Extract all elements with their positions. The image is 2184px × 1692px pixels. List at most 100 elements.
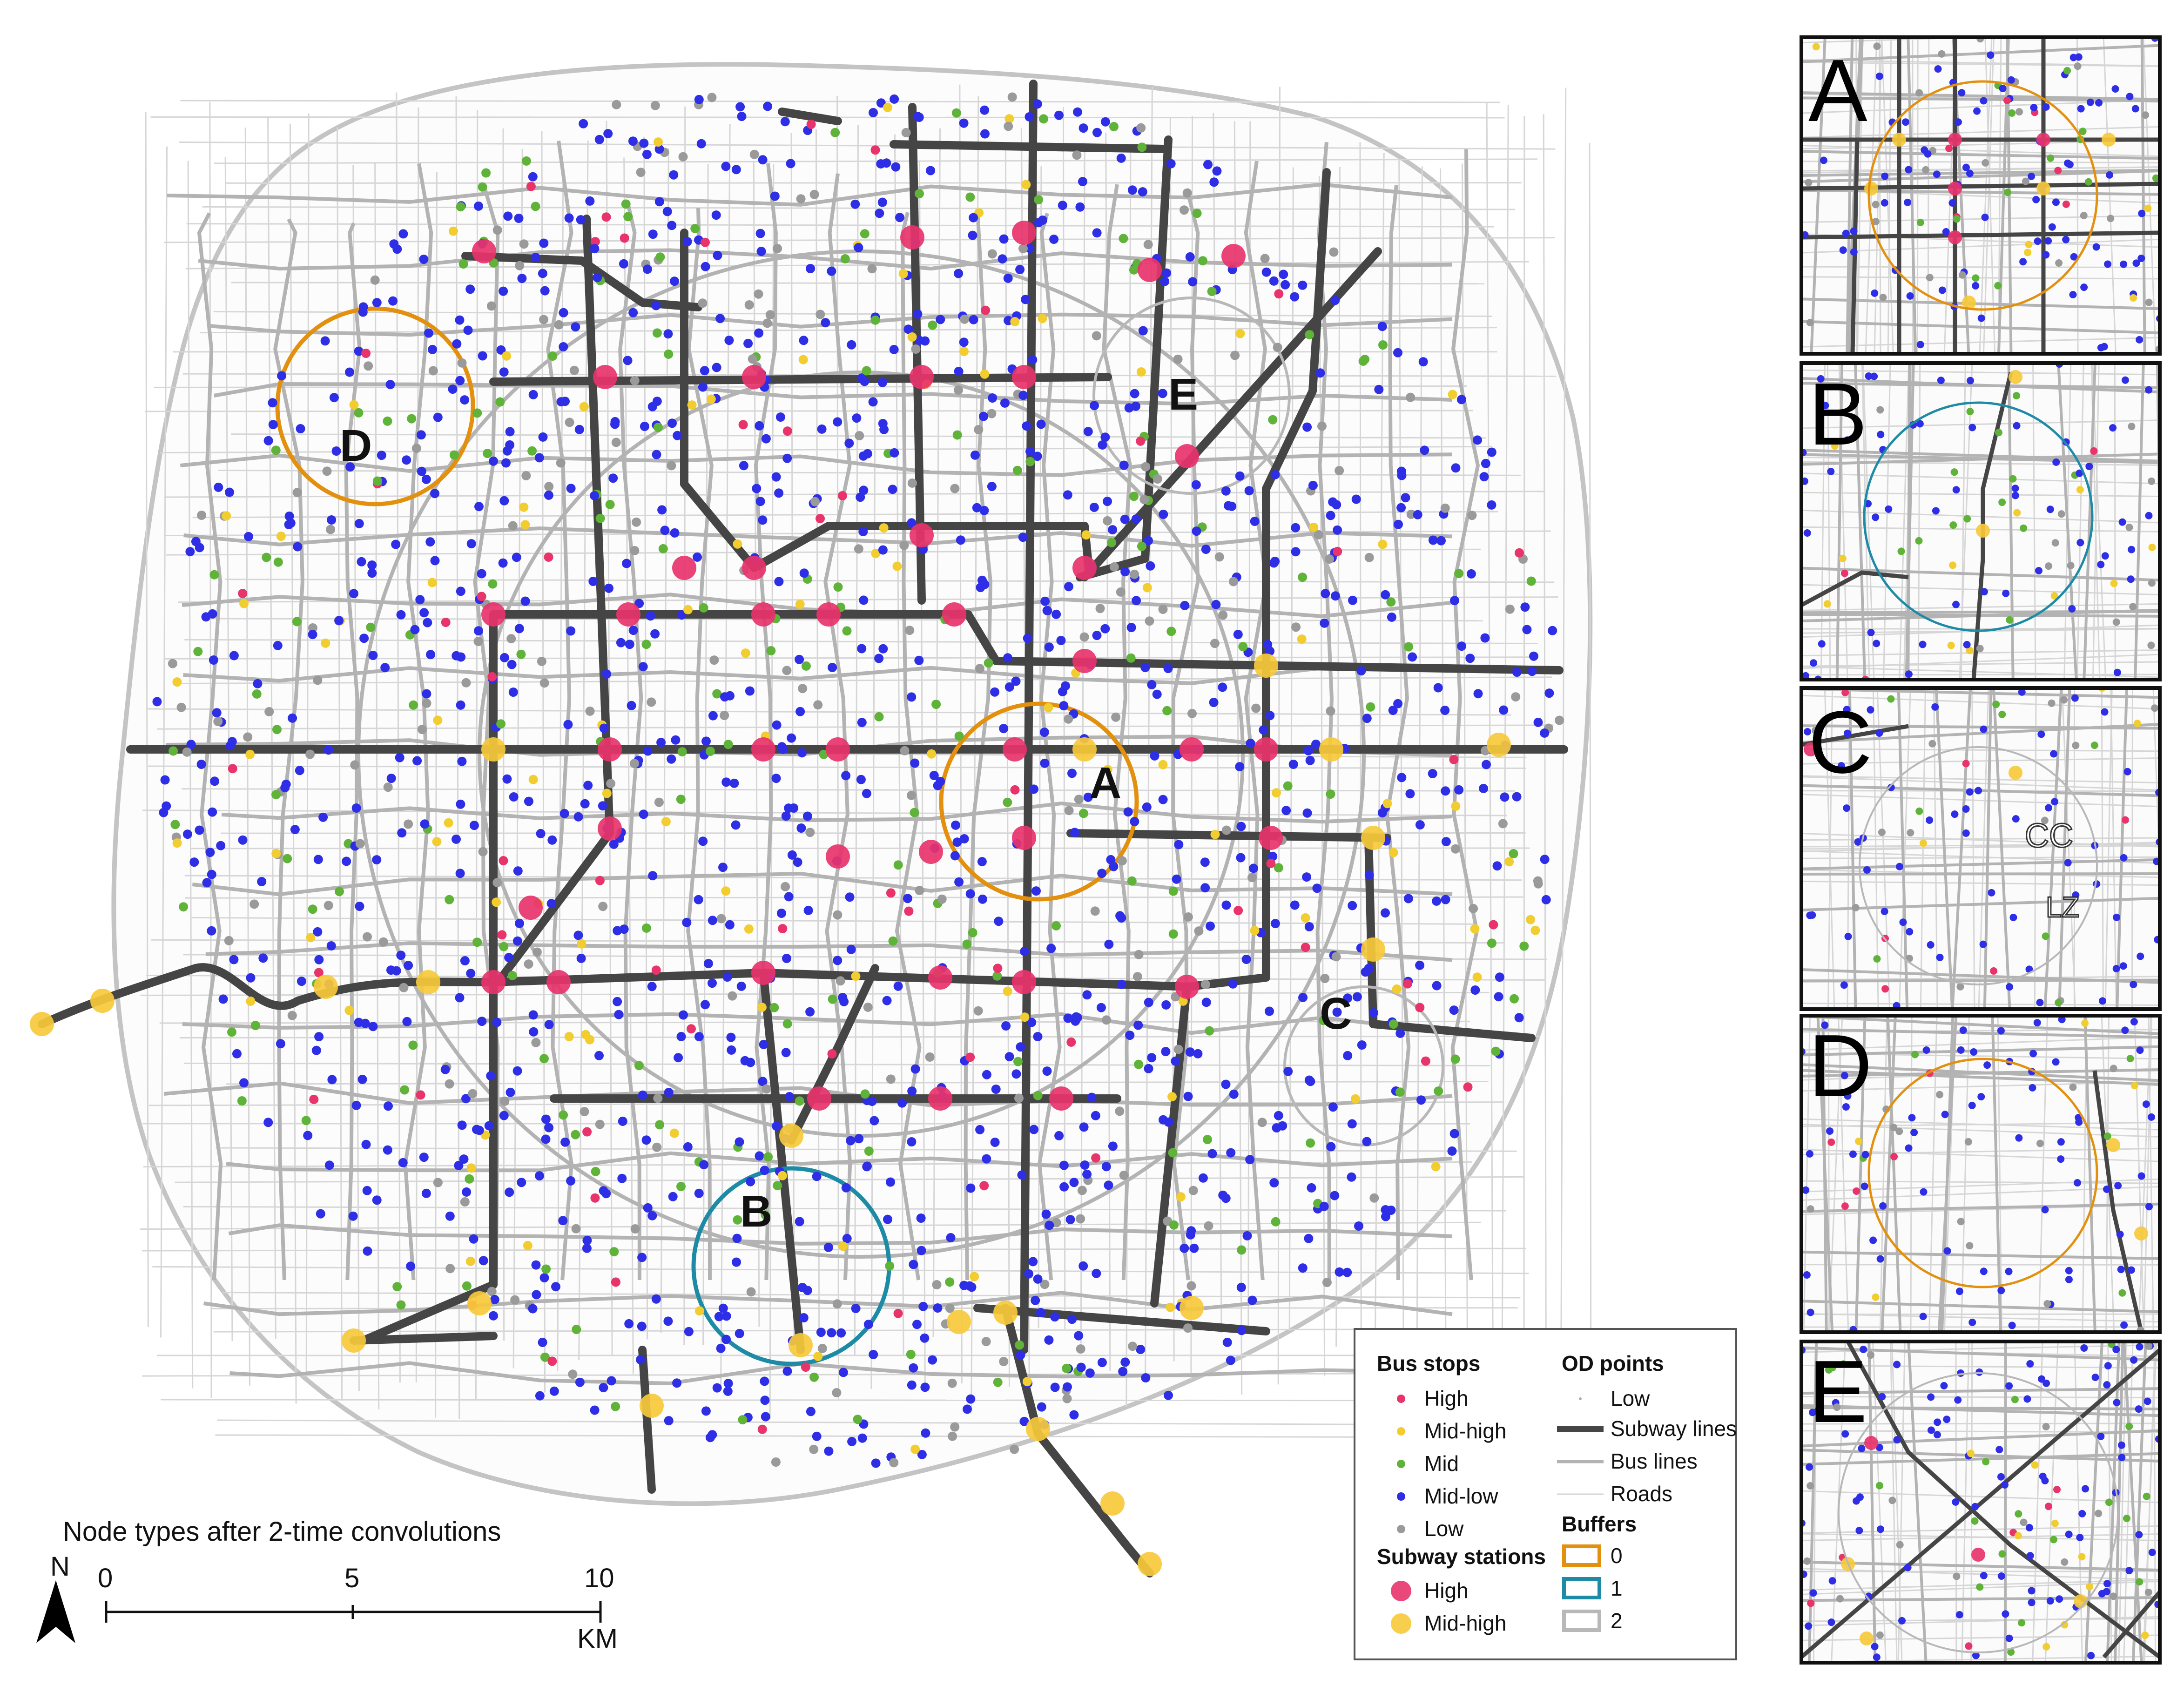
bus-stop [579,119,588,128]
bus-stop [528,172,538,182]
bus-stop [1326,706,1335,716]
subway-station-high [481,970,506,994]
bus-line [1801,1068,2160,1078]
bus-stop [1840,981,1848,989]
bus-stop [585,706,595,716]
bus-stop [520,596,530,606]
bus-stop [1147,1053,1157,1063]
bus-stop [868,397,878,407]
road [2038,1016,2048,1332]
bus-stop [2129,603,2137,611]
bus-stop [987,249,997,259]
bus-stop [314,1032,324,1042]
bus-stop [2145,1203,2153,1211]
bus-line [1801,44,2160,63]
inset-letter-b: B [1808,365,1867,464]
bus-stop [937,894,947,904]
bus-stop [745,686,755,696]
bus-stop [661,817,671,827]
bus-stop [1308,480,1318,490]
bus-stop [252,689,262,699]
bus-stop [1131,401,1140,411]
subway-station-high [826,844,850,869]
bus-stop [698,836,708,846]
bus-stop [1916,341,1924,349]
road [1982,37,1995,354]
bus-stop [782,954,791,963]
bus-stop [889,1458,899,1468]
bus-stop [501,458,511,468]
bus-stop [757,1424,767,1434]
bus-stop [1872,217,1880,225]
bus-stop [2138,209,2146,217]
bus-stop [2025,1523,2033,1531]
bus-stop [1827,1138,1835,1146]
bus-stop [448,226,458,236]
bus-stop [761,1412,770,1422]
bus-stop [1117,856,1127,866]
bus-stop [2015,1134,2023,1142]
subway-station-mid-high [481,737,506,762]
bus-stop [2145,512,2153,519]
road [184,1062,1490,1066]
bus-stop [2028,172,2036,180]
bus-stop [1878,828,1886,836]
bus-stop [647,982,657,991]
bus-stop [512,553,521,562]
bus-stop [594,1051,604,1060]
bus-stop [1387,612,1396,622]
bus-stop [1354,1221,1363,1231]
bus-stop [1161,1000,1171,1010]
bus-stop [262,553,271,562]
bus-stop [359,634,369,643]
bus-stop [271,445,281,455]
bus-stop [354,519,364,528]
bus-stop [566,626,576,636]
bus-stop [1074,795,1084,804]
bus-stop [420,819,430,829]
bus-stop [541,1264,551,1274]
bus-stop [2005,1634,2013,1642]
bus-stop [1804,728,1812,735]
bus-line [1907,37,1917,354]
bus-stop [500,1096,510,1106]
bus-stop [2029,1084,2036,1092]
bus-stop [616,638,626,647]
bus-stop [351,803,361,813]
bus-stop [1952,486,1960,494]
bus-line [1801,189,2160,196]
bus-stop [757,1003,767,1012]
bus-stop [1079,632,1089,642]
bus-stop [406,1261,416,1271]
bus-stop [1401,493,1410,503]
bus-stop [1144,998,1153,1007]
bus-line [1801,1069,2160,1086]
bus-stop [1333,546,1342,556]
road [1927,37,1930,354]
bus-stop [1356,666,1366,676]
bus-stop [652,1142,662,1152]
bus-stop [855,431,864,440]
bus-stop [544,482,554,492]
bus-stop [628,626,638,635]
bus-stop [907,332,917,342]
bus-stop [2145,1342,2153,1350]
bus-stop [1042,1066,1052,1076]
bus-stop [1095,604,1105,613]
bus-stop [2005,1267,2013,1275]
bus-stop [263,436,273,445]
bus-stop [1305,755,1315,765]
subway-line [359,610,498,1345]
road [1827,363,1831,680]
bus-stop [1388,706,1398,715]
bus-stop [506,634,516,644]
bus-stop [502,351,512,361]
subway-station-high [928,965,952,990]
bus-stop [225,487,234,497]
bus-stop [196,760,206,769]
bus-stop [950,1422,960,1432]
bus-line [1801,449,2160,463]
subway-station-high [1971,1548,1985,1562]
bus-stop [654,137,663,147]
bus-stop [816,1328,826,1337]
